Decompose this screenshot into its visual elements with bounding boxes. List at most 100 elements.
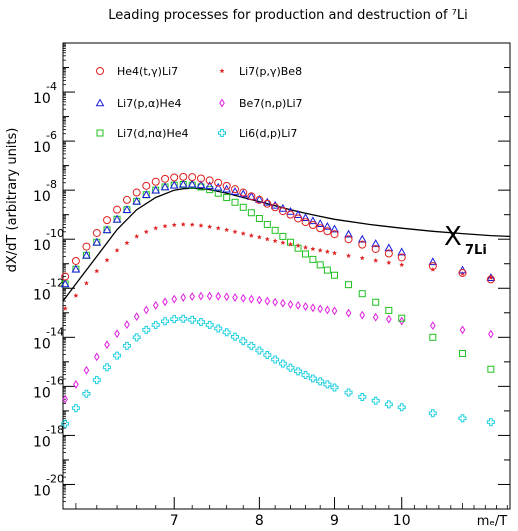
y-tick-label: 10 (33, 91, 51, 107)
data-point-star (124, 240, 130, 246)
y-tick-label: 10 (33, 434, 51, 450)
data-point-circle (316, 224, 325, 233)
y-tick-label: 10 (33, 287, 51, 303)
data-point-diamond (459, 325, 466, 335)
curve-annotation: X 7Li (444, 222, 487, 258)
series-star (62, 221, 494, 311)
data-point-triangle (71, 264, 81, 273)
data-point-star (331, 250, 338, 256)
data-point-cross (301, 371, 310, 380)
data-point-triangle (262, 197, 272, 206)
data-point-circle (358, 240, 367, 249)
data-point-star (287, 241, 294, 247)
data-point-diamond (206, 291, 213, 301)
data-point-star (345, 253, 352, 259)
legend-entry: Li6(d,p)Li7 (218, 127, 297, 140)
data-point-cross (142, 325, 151, 334)
data-point-circle (263, 199, 272, 208)
legend-label: He4(t,γ)Li7 (117, 65, 178, 78)
y-tick-exponent: -12 (46, 276, 64, 289)
data-point-diamond (198, 291, 204, 301)
data-point-triangle (486, 273, 496, 281)
data-point-cross (358, 392, 367, 401)
y-tick-exponent: -20 (46, 472, 64, 485)
data-point-circle (222, 181, 231, 190)
data-point-square (206, 186, 214, 194)
legend-marker-cross (218, 129, 226, 137)
data-point-star (310, 246, 316, 252)
data-point-diamond (430, 321, 436, 331)
data-point-triangle (230, 186, 240, 195)
data-point-diamond (310, 303, 316, 313)
data-point-circle (132, 188, 141, 197)
legend-label: Li7(p,α)He4 (117, 97, 182, 110)
data-point-circle (61, 272, 70, 281)
data-point-star (62, 305, 68, 311)
y-axis-label: dX/dT (arbitrary units) (5, 128, 20, 273)
data-point-diamond (133, 312, 140, 322)
data-point-circle (255, 195, 264, 204)
legend-marker-star (219, 68, 225, 74)
data-point-circle (179, 172, 188, 181)
data-point-diamond (295, 300, 301, 310)
data-point-star (114, 247, 120, 253)
data-point-star (248, 232, 255, 238)
data-point-diamond (264, 296, 271, 306)
data-point-triangle (132, 196, 142, 205)
data-point-triangle (344, 229, 353, 238)
x-axis-label: mₑ/T (477, 514, 507, 529)
data-point-diamond (171, 294, 178, 304)
data-point-circle (278, 207, 287, 216)
data-point-diamond (359, 310, 366, 320)
data-point-diamond (280, 298, 286, 308)
data-point-circle (113, 205, 122, 214)
plot-area (62, 42, 511, 510)
series-layer (60, 172, 496, 428)
data-point-diamond (62, 394, 68, 404)
data-point-circle (344, 235, 353, 244)
data-point-triangle (255, 194, 264, 203)
x-ticks: 7 8 9 10 (75, 497, 508, 529)
y-tick-exponent: -16 (46, 374, 64, 387)
data-point-star (215, 225, 221, 231)
data-point-diamond (94, 352, 100, 362)
data-point-triangle (301, 213, 310, 222)
data-point-cross (188, 315, 197, 324)
data-point-diamond (104, 340, 110, 350)
data-point-diamond (324, 305, 331, 315)
data-point-cross (286, 363, 295, 372)
data-point-square (372, 298, 380, 306)
data-point-star (386, 259, 392, 265)
data-point-star (83, 280, 90, 286)
data-point-diamond (372, 312, 379, 322)
data-point-cross (428, 409, 437, 418)
data-point-circle (71, 256, 80, 265)
data-point-square (345, 281, 353, 289)
data-point-diamond (287, 299, 294, 309)
y-tick-label: 10 (33, 238, 51, 254)
data-point-triangle (141, 190, 151, 199)
data-point-diamond (488, 329, 494, 339)
data-point-star (317, 247, 323, 253)
data-point-star (295, 242, 301, 249)
data-point-cross (122, 341, 131, 350)
data-point-cross (113, 351, 122, 360)
data-point-triangle (82, 250, 91, 259)
data-point-cross (323, 380, 332, 389)
data-point-circle (428, 262, 437, 271)
data-point-diamond (331, 306, 338, 316)
annotation-sub: 7Li (465, 243, 487, 258)
data-point-diamond (302, 302, 309, 311)
data-point-cross (316, 377, 325, 386)
data-point-square (247, 209, 255, 217)
data-point-triangle (92, 237, 102, 246)
plot-frame (62, 42, 511, 510)
x-tick-label: 10 (393, 513, 411, 529)
data-point-circle (161, 174, 170, 183)
legend-marker-square (96, 129, 104, 137)
data-point-cross (61, 419, 70, 428)
data-point-circle (231, 185, 240, 194)
data-point-triangle (384, 243, 394, 252)
data-point-circle (122, 195, 131, 204)
